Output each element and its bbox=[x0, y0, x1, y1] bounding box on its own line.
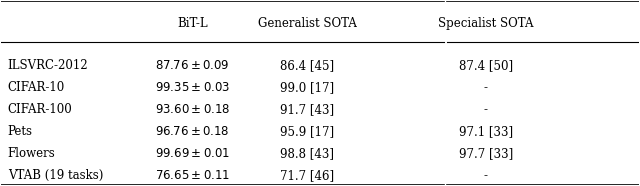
Text: CIFAR-100: CIFAR-100 bbox=[8, 103, 72, 116]
Text: -: - bbox=[484, 81, 488, 94]
Text: $96.76 \pm 0.18$: $96.76 \pm 0.18$ bbox=[156, 125, 230, 138]
Text: Generalist SOTA: Generalist SOTA bbox=[258, 17, 356, 30]
Text: $87.76 \pm 0.09$: $87.76 \pm 0.09$ bbox=[156, 59, 230, 72]
Text: Flowers: Flowers bbox=[8, 147, 56, 160]
Text: $76.65 \pm 0.11$: $76.65 \pm 0.11$ bbox=[155, 169, 230, 182]
Text: $93.60 \pm 0.18$: $93.60 \pm 0.18$ bbox=[155, 103, 230, 116]
Text: -: - bbox=[484, 103, 488, 116]
Text: 99.0 [17]: 99.0 [17] bbox=[280, 81, 334, 94]
Text: Pets: Pets bbox=[8, 125, 33, 138]
Text: 95.9 [17]: 95.9 [17] bbox=[280, 125, 334, 138]
Text: 87.4 [50]: 87.4 [50] bbox=[459, 59, 513, 72]
Text: VTAB (19 tasks): VTAB (19 tasks) bbox=[8, 169, 103, 182]
Text: 91.7 [43]: 91.7 [43] bbox=[280, 103, 334, 116]
Text: ILSVRC-2012: ILSVRC-2012 bbox=[8, 59, 88, 72]
Text: 97.1 [33]: 97.1 [33] bbox=[459, 125, 513, 138]
Text: -: - bbox=[484, 169, 488, 182]
Text: Specialist SOTA: Specialist SOTA bbox=[438, 17, 533, 30]
Text: $99.35 \pm 0.03$: $99.35 \pm 0.03$ bbox=[155, 81, 230, 94]
Text: $99.69 \pm 0.01$: $99.69 \pm 0.01$ bbox=[155, 147, 230, 160]
Text: CIFAR-10: CIFAR-10 bbox=[8, 81, 65, 94]
Text: 86.4 [45]: 86.4 [45] bbox=[280, 59, 334, 72]
Text: 71.7 [46]: 71.7 [46] bbox=[280, 169, 334, 182]
Text: 97.7 [33]: 97.7 [33] bbox=[458, 147, 513, 160]
Text: 98.8 [43]: 98.8 [43] bbox=[280, 147, 334, 160]
Text: BiT-L: BiT-L bbox=[177, 17, 208, 30]
